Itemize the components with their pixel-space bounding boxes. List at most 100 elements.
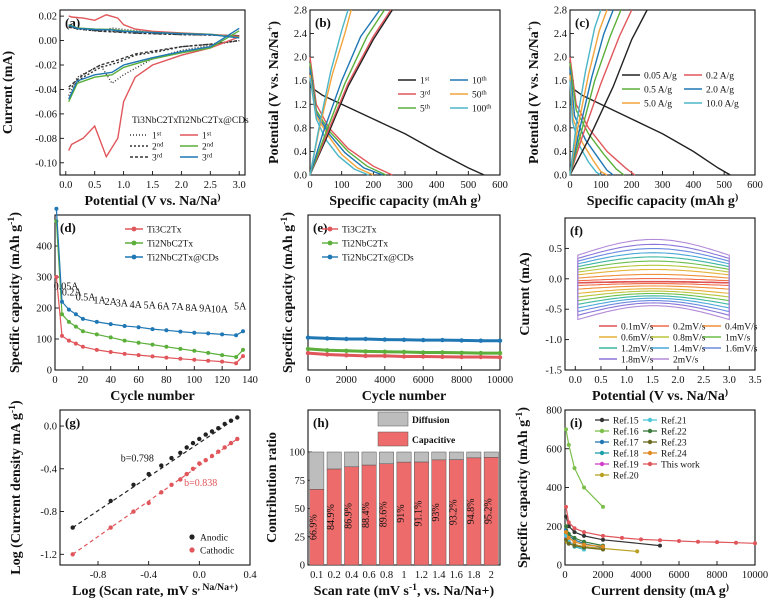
legend-item: 1.4mV/s (673, 345, 706, 355)
cycle-band-Ti2NbC2Tx@CDs (307, 336, 500, 343)
log-point (235, 415, 240, 420)
y-axis-label: Potential (V vs. Na/Na+) (265, 21, 283, 164)
x-axis-label: Potential (V vs. Na/Na) (85, 192, 221, 210)
x-tick-label: 80 (161, 375, 172, 386)
x-axis-label: Specific capacity (mAh g) (587, 192, 738, 210)
y-tick-label: 1.2 (554, 100, 567, 111)
ref-point (566, 442, 571, 447)
rate-point (60, 299, 64, 304)
legend-item: 10th (472, 75, 487, 87)
rate-label: 3A (116, 298, 129, 309)
panel-c: 0 100 200 300 400 500 600 0.0 0.4 0.8 1.2 1.6 2.0 2.4… (525, 6, 763, 210)
rate-label: 0.05A (54, 281, 80, 292)
legend-item: Ti2NbC2Tx@CDs (342, 254, 414, 264)
rate-point (122, 324, 127, 328)
legend-item: 0.05 A/g (644, 72, 677, 82)
log-point (178, 477, 183, 482)
y-tick-label: 2.4 (554, 29, 568, 40)
log-point (178, 450, 183, 455)
x-tick-label: 0.4 (345, 570, 359, 581)
panel-label: (b) (315, 15, 331, 30)
log-point (184, 445, 189, 450)
y-tick-label: 100 (289, 448, 305, 459)
rate-point (94, 332, 99, 337)
y-tick-label: -0.02 (35, 61, 57, 72)
rate-point (73, 341, 78, 346)
rate-point (136, 353, 141, 358)
ref-point (734, 540, 738, 545)
x-axis-label: Specific capacity (mAh g) (329, 192, 480, 210)
x-tick-label: 2.0 (671, 375, 684, 386)
bar-capacitive (326, 468, 342, 566)
legend-item: 0.2 A/g (706, 72, 734, 82)
log-point (146, 500, 151, 506)
x-axis-label: Potential (V vs. Na/Na) (592, 387, 728, 405)
gcd-rate-curve-5.0-charge (569, 9, 608, 176)
x-tick-label: 100 (593, 180, 609, 191)
legend-item: 0.1mV/s (621, 323, 654, 333)
x-tick-label: 1.0 (117, 180, 130, 191)
x-tick-label: 0 (567, 180, 572, 191)
ref-point (582, 545, 586, 550)
x-tick-label: 2000 (336, 375, 357, 386)
gcd-rate-curve-0.05 A/g (569, 86, 731, 176)
x-tick-label: 200 (365, 180, 381, 191)
bar-diffusion (466, 451, 482, 459)
rate-point (241, 347, 245, 352)
legend-item: Ref.19 (613, 460, 639, 471)
rate-point (164, 344, 169, 349)
ref-point (677, 539, 681, 543)
gcd-curve-100th-charge (309, 9, 349, 176)
x-tick-label: 3.0 (233, 180, 246, 191)
x-tick-label: 1 (401, 570, 406, 581)
x-tick-label: 0 (52, 375, 57, 386)
y-tick-label: 75 (295, 476, 306, 487)
y-tick-label: 600 (546, 444, 562, 455)
ref-point (582, 542, 586, 547)
bar-value-label: 94.8% (466, 499, 477, 525)
rate-point (206, 331, 211, 336)
ref-point (566, 541, 571, 546)
fit-line-Anodic (72, 417, 238, 529)
legend-item: Ti3C2Tx (342, 226, 377, 236)
x-tick-label: 300 (655, 180, 671, 191)
ref-point (601, 504, 605, 509)
bar-capacitive (466, 457, 482, 566)
ref-point (564, 427, 568, 432)
rate-point (192, 330, 197, 335)
ref-point (564, 504, 568, 509)
rate-label: 5A (144, 301, 157, 312)
cv-curve-Ti3NbC2Tx-1st-return (68, 25, 240, 37)
x-tick-label: 100 (334, 180, 350, 191)
rate-point (192, 348, 197, 353)
panel-label: (d) (60, 220, 76, 235)
legend-item: 1.2mV/s (621, 345, 654, 355)
y-tick-label: -1.5 (545, 366, 562, 377)
rate-point (192, 357, 197, 362)
x-tick-label: 8000 (451, 375, 472, 386)
rate-point (164, 328, 169, 333)
gcd-curve-100th (309, 77, 369, 176)
x-tick-label: 0 (562, 570, 567, 581)
b-value-anodic: b=0.798 (121, 453, 154, 464)
x-tick-label: 1.5 (146, 180, 159, 191)
panel-d: 0 20 40 60 80 100 120 140 0 100 200 300 400 (d) Ti3C2T… (6, 206, 258, 404)
rate-point (122, 351, 127, 356)
bar-value-label: 93% (431, 503, 442, 521)
x-tick-label: 500 (716, 180, 732, 191)
x-tick-label: 2.5 (204, 180, 217, 191)
panel-label: (g) (65, 415, 80, 430)
legend-item: Ref.15 (613, 416, 639, 427)
x-tick-label: 4000 (631, 570, 652, 581)
bar-diffusion (448, 451, 464, 460)
log-point (70, 525, 75, 530)
legend-item: 3rd (202, 152, 213, 164)
rate-point (150, 354, 155, 359)
cv-curve-Ti2NbC2Tx@CDs-1st (68, 36, 240, 159)
ref-point (572, 535, 577, 540)
ref-point (753, 541, 757, 546)
ref-point (566, 535, 571, 540)
gcd-curve-3rd-charge (309, 9, 392, 176)
x-tick-label: 60 (133, 375, 144, 386)
panel-label: (h) (313, 415, 329, 430)
